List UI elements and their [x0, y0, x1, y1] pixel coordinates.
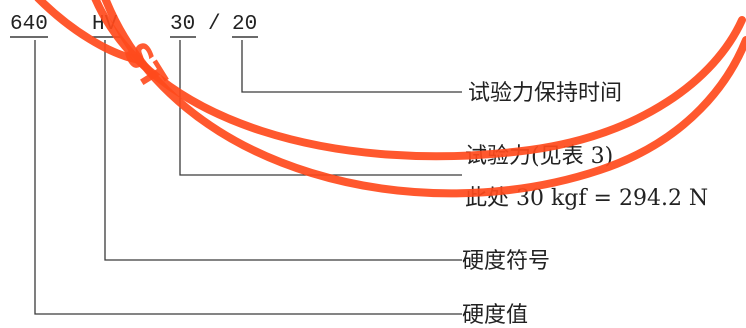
- stamp-outer-arc: [91, 0, 746, 161]
- watermark-stamp: ST: [34, 0, 746, 198]
- designation-row: 640 HV 30 / 20: [10, 13, 257, 36]
- hardness-symbol-label: 硬度符号: [462, 249, 550, 274]
- duration-code: 20: [232, 13, 257, 36]
- explanation-labels: 试验力保持时间 试验力(见表 3) 此处 30 kgf = 294.2 N 硬度…: [462, 81, 708, 328]
- hardness-value-label: 硬度值: [462, 303, 528, 328]
- duration-label: 试验力保持时间: [468, 81, 622, 106]
- hardness-value-leader: [34, 40, 462, 315]
- duration-leader: [241, 40, 462, 93]
- test-force-leader: [179, 40, 462, 176]
- hardness-symbol-leader: [104, 40, 462, 261]
- stamp-corner-arc: [34, 0, 144, 64]
- hardness-value-code: 640: [10, 13, 48, 36]
- stamp-inner-arc: [101, 0, 746, 198]
- separator: /: [208, 13, 221, 36]
- leader-lines: [34, 40, 462, 315]
- test-force-code: 30: [170, 13, 195, 36]
